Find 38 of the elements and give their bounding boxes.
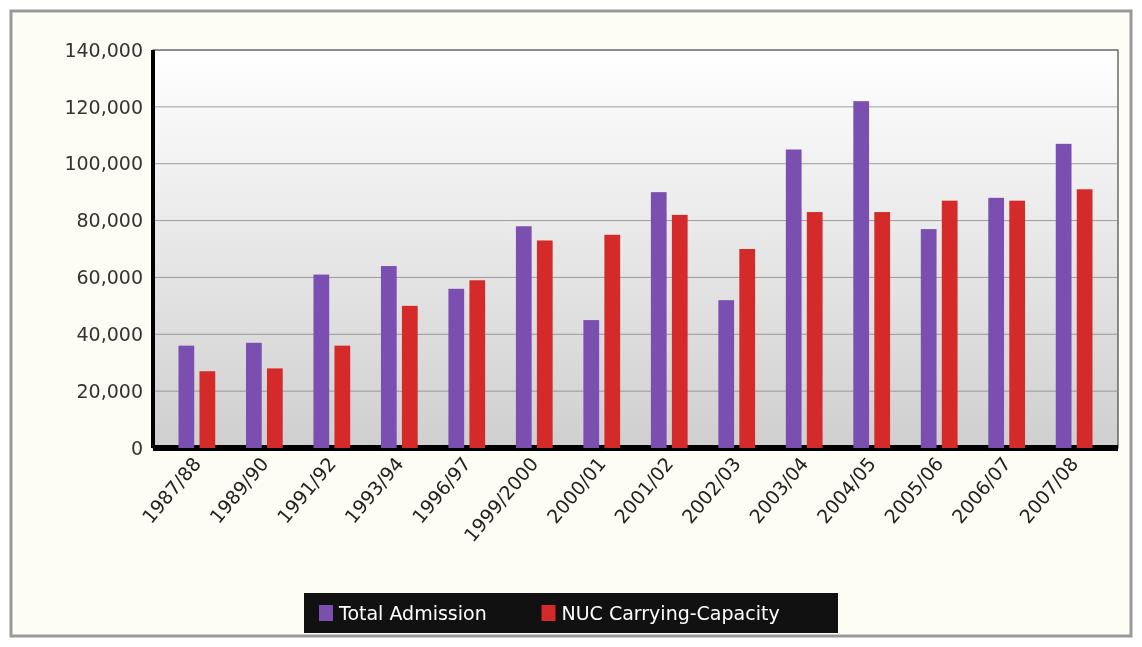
bar	[178, 345, 195, 448]
bar	[650, 192, 667, 448]
y-tick-label: 0	[130, 436, 143, 459]
y-tick-label: 60,000	[76, 266, 143, 289]
bar	[380, 266, 397, 448]
bar	[266, 368, 283, 448]
bar	[1009, 200, 1026, 448]
bar	[401, 305, 418, 448]
bar	[583, 320, 600, 448]
bar	[515, 226, 532, 448]
bar	[874, 212, 891, 448]
bar	[1076, 189, 1093, 448]
bar	[785, 149, 802, 448]
y-tick-label: 100,000	[64, 152, 143, 175]
legend-label: NUC Carrying-Capacity	[561, 601, 780, 624]
bar	[536, 240, 553, 448]
legend-label: Total Admission	[338, 601, 487, 624]
bar	[334, 345, 351, 448]
bar	[920, 229, 937, 448]
y-tick-label: 140,000	[64, 38, 143, 61]
y-tick-label: 80,000	[76, 209, 143, 232]
bar	[313, 274, 330, 448]
bar	[806, 212, 823, 448]
y-tick-label: 20,000	[76, 379, 143, 402]
bar	[1055, 143, 1072, 448]
bar	[199, 371, 216, 448]
bar	[448, 288, 465, 448]
bar	[853, 101, 870, 448]
bar	[245, 342, 262, 448]
bar	[941, 200, 958, 448]
bar	[988, 197, 1005, 448]
bar	[671, 214, 688, 448]
bar	[604, 234, 621, 448]
bar	[739, 249, 756, 448]
y-tick-label: 40,000	[76, 322, 143, 345]
bar	[469, 280, 486, 448]
bar	[718, 300, 735, 448]
y-tick-label: 120,000	[64, 95, 143, 118]
